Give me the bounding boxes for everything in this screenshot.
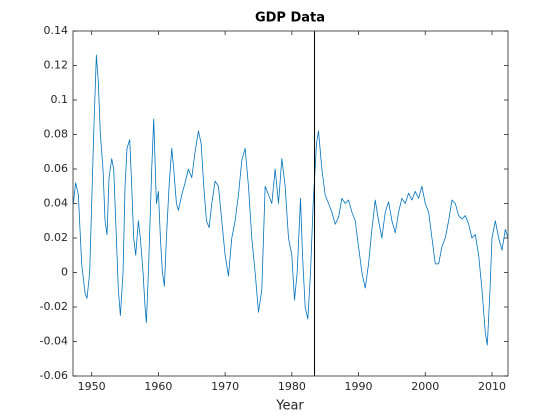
x-tick-label: 1970 [211,380,239,393]
y-tick-label: 0.14 [44,24,69,37]
x-tick-label: 1950 [78,380,106,393]
x-tick-label: 1960 [144,380,172,393]
y-tick-label: 0 [61,266,68,279]
y-tick-label: -0.02 [40,300,68,313]
x-tick-label: 2000 [411,380,439,393]
x-tick-label: 1980 [278,380,306,393]
x-tick-label: 1990 [345,380,373,393]
data-line [72,54,509,346]
y-tick-label: -0.04 [40,335,68,348]
y-tick-label: 0.04 [44,197,69,210]
chart-title: GDP Data [255,11,325,26]
y-tick-label: -0.06 [40,369,68,382]
x-tick-label: 2010 [478,380,506,393]
y-tick-label: 0.06 [44,162,69,175]
y-tick-label: 0.1 [51,93,69,106]
y-tick-label: 0.12 [44,59,69,72]
y-tick-label: 0.02 [44,231,69,244]
x-axis-label: Year [275,399,304,414]
y-tick-label: 0.08 [44,128,69,141]
